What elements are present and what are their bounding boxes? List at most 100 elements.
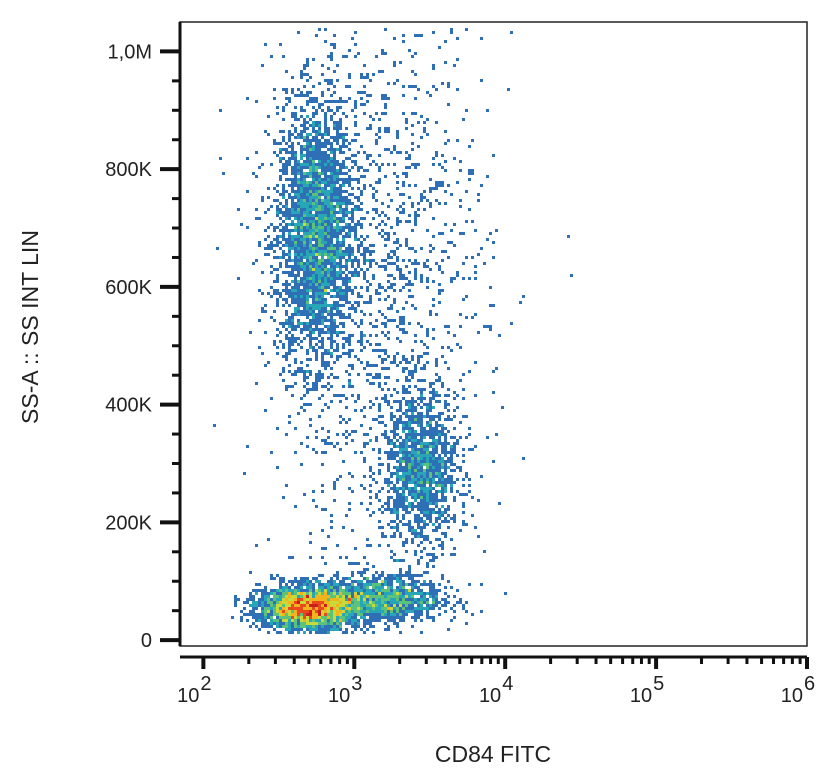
data-point (372, 592, 375, 595)
data-point (429, 442, 432, 445)
data-point (366, 607, 369, 610)
data-point (345, 277, 348, 280)
data-point (336, 625, 339, 628)
data-point (321, 145, 324, 148)
data-point (312, 349, 315, 352)
data-point (441, 472, 444, 475)
data-point (321, 235, 324, 238)
data-point (396, 433, 399, 436)
data-point (315, 157, 318, 160)
data-point (441, 466, 444, 469)
data-point (300, 211, 303, 214)
data-point (351, 253, 354, 256)
data-point (372, 382, 375, 385)
data-point (294, 172, 297, 175)
data-point (375, 226, 378, 229)
data-point (312, 187, 315, 190)
data-point (387, 262, 390, 265)
data-point (321, 595, 324, 598)
data-point (384, 112, 387, 115)
data-point (414, 166, 417, 169)
data-point (321, 358, 324, 361)
data-point (444, 439, 447, 442)
data-point (285, 589, 288, 592)
data-point (357, 613, 360, 616)
data-point (300, 586, 303, 589)
data-point (330, 58, 333, 61)
data-point (312, 298, 315, 301)
data-point (333, 217, 336, 220)
data-point (324, 238, 327, 241)
data-point (432, 418, 435, 421)
data-point (294, 616, 297, 619)
data-point (357, 205, 360, 208)
data-point (339, 97, 342, 100)
data-point (369, 514, 372, 517)
data-point (378, 214, 381, 217)
data-point (324, 403, 327, 406)
data-point (402, 445, 405, 448)
data-point (420, 490, 423, 493)
data-point (342, 631, 345, 634)
data-point (279, 208, 282, 211)
data-point (342, 283, 345, 286)
data-point (387, 586, 390, 589)
data-point (318, 265, 321, 268)
data-point (348, 217, 351, 220)
data-point (441, 181, 444, 184)
data-point (306, 250, 309, 253)
data-point (366, 433, 369, 436)
data-point (306, 628, 309, 631)
data-point (378, 589, 381, 592)
data-point (321, 451, 324, 454)
data-point (342, 55, 345, 58)
data-point (261, 607, 264, 610)
data-point (285, 613, 288, 616)
data-point (315, 220, 318, 223)
data-point (330, 610, 333, 613)
data-point (369, 94, 372, 97)
data-point (432, 547, 435, 550)
data-point (318, 208, 321, 211)
data-point (288, 322, 291, 325)
data-point (330, 592, 333, 595)
data-point (318, 601, 321, 604)
data-point (357, 394, 360, 397)
data-point (468, 427, 471, 430)
data-point (315, 595, 318, 598)
data-point (429, 580, 432, 583)
data-point (378, 376, 381, 379)
data-point (303, 193, 306, 196)
data-point (426, 490, 429, 493)
data-point (432, 598, 435, 601)
data-point (312, 112, 315, 115)
data-point (381, 532, 384, 535)
data-point (339, 475, 342, 478)
data-point (306, 583, 309, 586)
data-point (345, 577, 348, 580)
data-point (378, 616, 381, 619)
data-point (318, 196, 321, 199)
data-point (321, 193, 324, 196)
data-point (291, 202, 294, 205)
data-point (411, 595, 414, 598)
data-point (450, 469, 453, 472)
data-point (429, 385, 432, 388)
data-points-group (213, 28, 573, 634)
data-point (360, 424, 363, 427)
data-point (345, 55, 348, 58)
data-point (324, 625, 327, 628)
data-point (462, 415, 465, 418)
data-point (414, 436, 417, 439)
data-point (360, 202, 363, 205)
data-point (489, 232, 492, 235)
data-point (375, 616, 378, 619)
data-point (387, 436, 390, 439)
data-point (414, 610, 417, 613)
data-point (405, 589, 408, 592)
data-point (342, 166, 345, 169)
data-point (330, 385, 333, 388)
data-point (411, 112, 414, 115)
data-point (339, 613, 342, 616)
data-point (294, 427, 297, 430)
